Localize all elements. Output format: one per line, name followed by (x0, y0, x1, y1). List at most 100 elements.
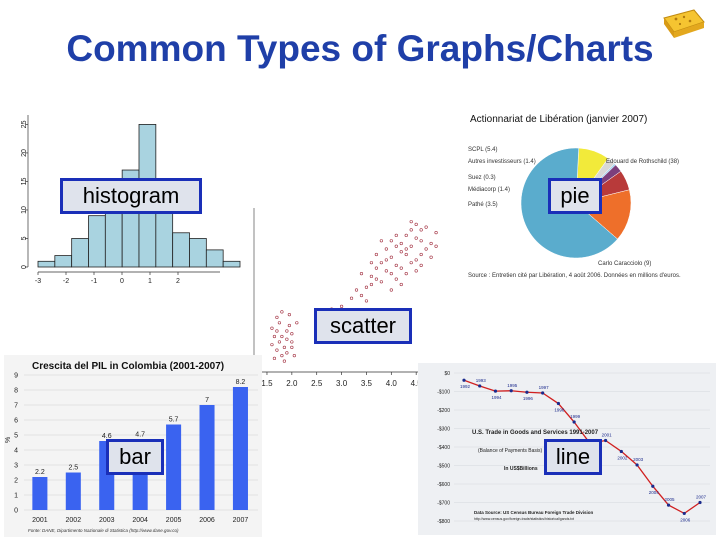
line-point (556, 401, 560, 406)
histogram-bar (54, 255, 73, 268)
histogram-bar (222, 260, 241, 268)
scatter-point (290, 340, 294, 344)
bar-x-tick-label: 2002 (66, 517, 82, 524)
bar-x-tick-label: 2005 (166, 517, 182, 524)
bar-value-label: 2.5 (68, 465, 78, 472)
scatter-point (419, 252, 423, 257)
line-y-tick-label: $0 (444, 371, 450, 377)
scatter-point (287, 323, 291, 328)
bar-y-tick-label: 3 (14, 463, 18, 470)
scatter-point (272, 356, 277, 360)
bar-label: bar (106, 439, 164, 475)
scatter-point (280, 354, 284, 358)
bar-x-tick-label: 2006 (199, 517, 215, 524)
line-point (478, 384, 482, 388)
bar-value-label: 2.2 (35, 469, 45, 476)
scatter-point (394, 244, 398, 248)
scatter-point (419, 228, 423, 232)
line-point-label: 2007 (696, 495, 707, 500)
pie-slice-label: Médiacorp (1.4) (468, 187, 510, 193)
histogram-x-tick-label: -2 (63, 278, 69, 285)
scatter-point (290, 345, 294, 349)
scatter-point (285, 337, 289, 341)
scatter-point (389, 239, 393, 243)
scatter-point (359, 271, 364, 276)
scatter-point (379, 261, 383, 265)
pie-slice-label: SCPL (5.4) (468, 147, 497, 153)
line-point-label: 1998 (554, 408, 565, 413)
line-point (651, 484, 655, 488)
bar-y-tick-label: 2 (14, 478, 18, 485)
scatter-point (434, 230, 438, 235)
bar-value-label: 7 (205, 397, 209, 404)
scatter-point (275, 329, 279, 333)
scatter-point (399, 241, 403, 246)
pie-source: Source : Entretien cité par Libération, … (468, 273, 681, 279)
bar-x-tick-label: 2003 (99, 517, 115, 524)
line-y-tick-label: -$200 (437, 408, 450, 414)
line-y-tick-label: -$600 (437, 482, 450, 488)
bar-value-label: 4.7 (135, 432, 145, 439)
line-y-tick-label: -$500 (437, 464, 450, 470)
bar-y-tick-label: 0 (14, 508, 18, 515)
scatter-point (369, 261, 374, 265)
line-source-url: http://www.census.gov/foreign-trade/stat… (474, 517, 574, 521)
scatter-point (404, 233, 408, 237)
line-point-label: 2003 (633, 457, 644, 462)
scatter-point (369, 282, 374, 287)
scatter-point (409, 220, 413, 224)
bar-y-tick-label: 7 (14, 403, 18, 410)
scatter-point (282, 359, 286, 363)
scatter-x-tick-label: 4.5 (411, 379, 423, 388)
scatter-point (349, 296, 354, 300)
histogram-x-tick-label: 1 (148, 278, 152, 285)
histogram-bar (88, 215, 106, 268)
scatter-point (280, 334, 284, 339)
scatter-point (404, 252, 408, 257)
line-point (619, 449, 623, 454)
scatter-label: scatter (314, 308, 412, 344)
scatter-point (429, 241, 433, 246)
histogram-y-tick-label: 5 (21, 236, 28, 240)
scatter-point (409, 244, 413, 248)
scatter-x-tick-label: 3.5 (361, 379, 373, 388)
pie-chart: Actionnariat de Libération (janvier 2007… (468, 114, 681, 279)
line-point (509, 389, 513, 393)
bar-value-label: 4.6 (102, 433, 112, 440)
line-unit: In US$Billions (504, 466, 538, 472)
scatter-point (287, 312, 291, 317)
line-point-label: 1996 (523, 396, 534, 401)
scatter-point (359, 293, 364, 298)
sponge-icon (663, 9, 705, 38)
scatter-point (399, 250, 403, 254)
histogram-bar (189, 238, 207, 268)
scatter-point (394, 277, 398, 281)
scatter-x-tick-label: 3.0 (336, 379, 348, 388)
scatter-point (399, 282, 403, 287)
scatter-point (419, 263, 423, 267)
scatter-x-tick-label: 4.0 (386, 379, 398, 388)
line-point-label: 2004 (649, 490, 660, 495)
scatter-point (389, 271, 393, 276)
scatter-point (339, 304, 344, 308)
bar-y-tick-label: 4 (14, 448, 18, 455)
pie-slice-label: Pathé (3.5) (468, 202, 498, 208)
histogram-x-tick-label: 0 (120, 278, 124, 285)
slide-title: Common Types of Graphs/Charts (66, 28, 654, 69)
scatter-point (409, 261, 413, 265)
scatter-point (270, 326, 274, 330)
line-y-tick-label: -$400 (437, 445, 450, 451)
pie-slice-label: Carlo Caracciolo (9) (598, 261, 651, 267)
bar-y-tick-label: 1 (14, 493, 18, 500)
bar-x-tick-label: 2001 (32, 517, 48, 524)
scatter-point (277, 340, 282, 344)
line-y-tick-label: -$100 (437, 390, 450, 396)
line-point (682, 511, 686, 516)
scatter-point (364, 299, 369, 303)
bar-y-tick-label: 5 (14, 433, 18, 440)
scatter-point (379, 280, 383, 284)
bar-y-tick-label: 8 (14, 388, 18, 395)
histogram-y-tick-label: 20 (21, 149, 28, 157)
scatter-point (414, 258, 418, 262)
line-point-label: 2002 (617, 455, 628, 460)
